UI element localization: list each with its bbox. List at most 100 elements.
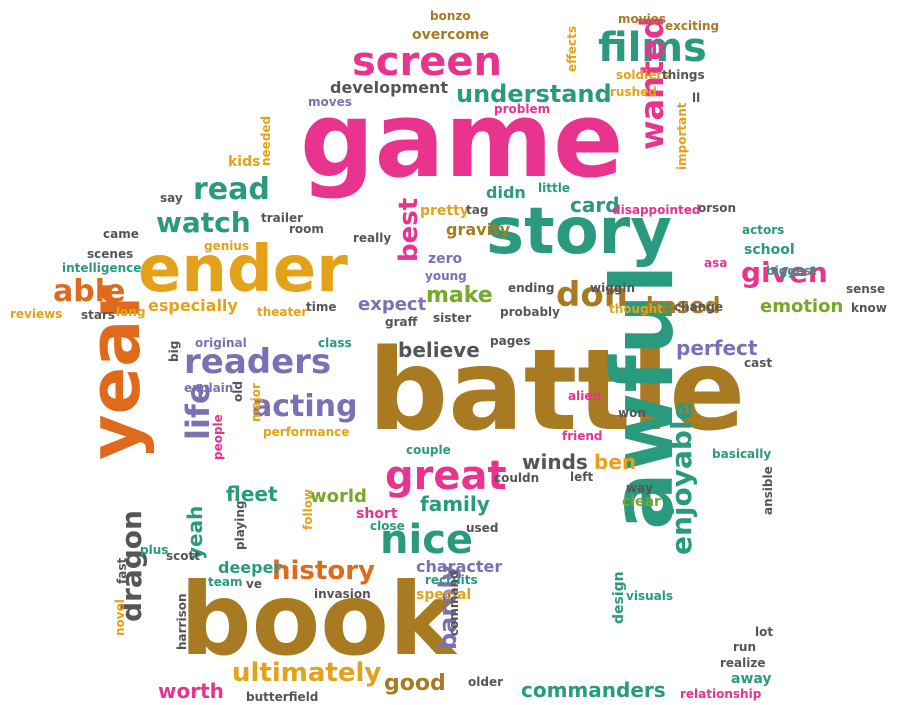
word-make: make [426, 283, 493, 308]
word-able: able [53, 274, 126, 309]
word-rushed: rushed [610, 85, 657, 99]
word-fast: fast [115, 557, 129, 584]
word-sense: sense [846, 282, 886, 296]
word-world: world [310, 486, 367, 507]
word-cast: cast [744, 356, 773, 370]
word-probably: probably [500, 305, 560, 319]
word-game: game [300, 79, 624, 201]
word-gravity: gravity [446, 220, 511, 239]
word-intelligence: intelligence [62, 261, 142, 275]
word-original: original [195, 336, 247, 350]
word-visuals: visuals [626, 589, 673, 603]
word-scott: scott [166, 549, 200, 563]
word-kids: kids [228, 154, 261, 170]
word-enjoyable: enjoyable [665, 401, 698, 555]
word-disappointed: disappointed [612, 203, 701, 217]
word-biggest: biggest [766, 264, 817, 278]
word-young: young [425, 269, 467, 283]
word-realize: realize [720, 656, 766, 670]
word-believe: believe [398, 338, 480, 362]
word-good: good [384, 671, 446, 696]
word-effects: effects [565, 26, 579, 72]
word-understand: understand [456, 80, 612, 108]
word-recruits: recruits [425, 573, 478, 587]
word-ender: ender [138, 233, 348, 307]
word-ll: ll [692, 91, 701, 105]
word-don: don [556, 275, 628, 315]
word-especially: especially [148, 296, 238, 315]
word-orson: orson [698, 201, 737, 215]
word-little: little [538, 181, 570, 195]
word-couple: couple [406, 443, 451, 457]
word-know: know [851, 301, 887, 315]
word-screen: screen [352, 39, 502, 85]
word-movies: movies [618, 12, 666, 26]
word-used: used [466, 521, 499, 535]
word-follow: follow [301, 488, 315, 530]
word-novel: novel [113, 599, 127, 636]
word-class: class [318, 336, 352, 350]
word-book: book [180, 561, 456, 678]
word-major: major [249, 383, 263, 422]
word-clear: clear [622, 494, 661, 510]
word-harrison: harrison [175, 593, 189, 650]
word-asa: asa [704, 256, 728, 270]
word-big: big [167, 340, 181, 362]
word-winds: winds [522, 450, 588, 474]
word-battle: battle [368, 326, 746, 456]
word-based: based [646, 294, 721, 319]
word-long: long [116, 305, 146, 319]
word-graff: graff [385, 315, 418, 329]
word-command: command [447, 570, 461, 636]
word-wiggin: wiggin [590, 281, 636, 295]
word-history: history [272, 556, 375, 586]
word-performance: performance [263, 425, 350, 439]
word-school: school [744, 242, 795, 258]
word-exciting: exciting [665, 19, 720, 33]
word-reviews: reviews [10, 307, 63, 321]
word-needed: needed [259, 115, 273, 166]
word-run: run [733, 640, 757, 654]
word-bonzo: bonzo [430, 9, 471, 23]
word-scenes: scenes [87, 247, 134, 261]
word-overcome: overcome [412, 27, 490, 43]
word-stars: stars [81, 308, 116, 322]
word-actors: actors [742, 223, 785, 237]
word-explain: explain [184, 381, 234, 395]
word-time: time [306, 300, 337, 314]
word-invasion: invasion [314, 587, 371, 601]
word-team: team [208, 575, 243, 589]
word-couldn: couldn [494, 471, 540, 485]
word-family: family [420, 492, 490, 516]
word-best: best [394, 197, 424, 262]
word-butterfield: butterfield [246, 690, 319, 704]
word-readers: readers [184, 342, 332, 382]
word-alien: alien [568, 389, 602, 403]
word-important: important [675, 102, 689, 170]
word-close: close [370, 519, 405, 533]
word-acting: acting [252, 389, 358, 424]
word-thought: thought [609, 302, 663, 316]
word-came: came [103, 227, 139, 241]
word-commanders: commanders [521, 678, 666, 702]
word-older: older [468, 675, 504, 689]
word-soldiers: soldiers [616, 68, 670, 82]
word-old: old [231, 381, 245, 402]
word-nice: nice [380, 517, 474, 563]
word-really: really [353, 231, 392, 245]
word-expect: expect [358, 294, 427, 315]
word-given: given [741, 256, 828, 289]
word-genius: genius [204, 239, 250, 253]
word-ben: ben [594, 450, 637, 474]
word-ve: ve [246, 577, 262, 591]
word-great: great [385, 453, 507, 499]
word-relationship: relationship [680, 687, 762, 701]
word-character: character [416, 557, 503, 576]
word-short: short [356, 506, 398, 522]
word-sister: sister [433, 311, 472, 325]
word-trailer: trailer [261, 211, 304, 225]
word-things: things [662, 68, 705, 82]
word-design: design [611, 571, 627, 624]
word-change: change [674, 300, 724, 314]
